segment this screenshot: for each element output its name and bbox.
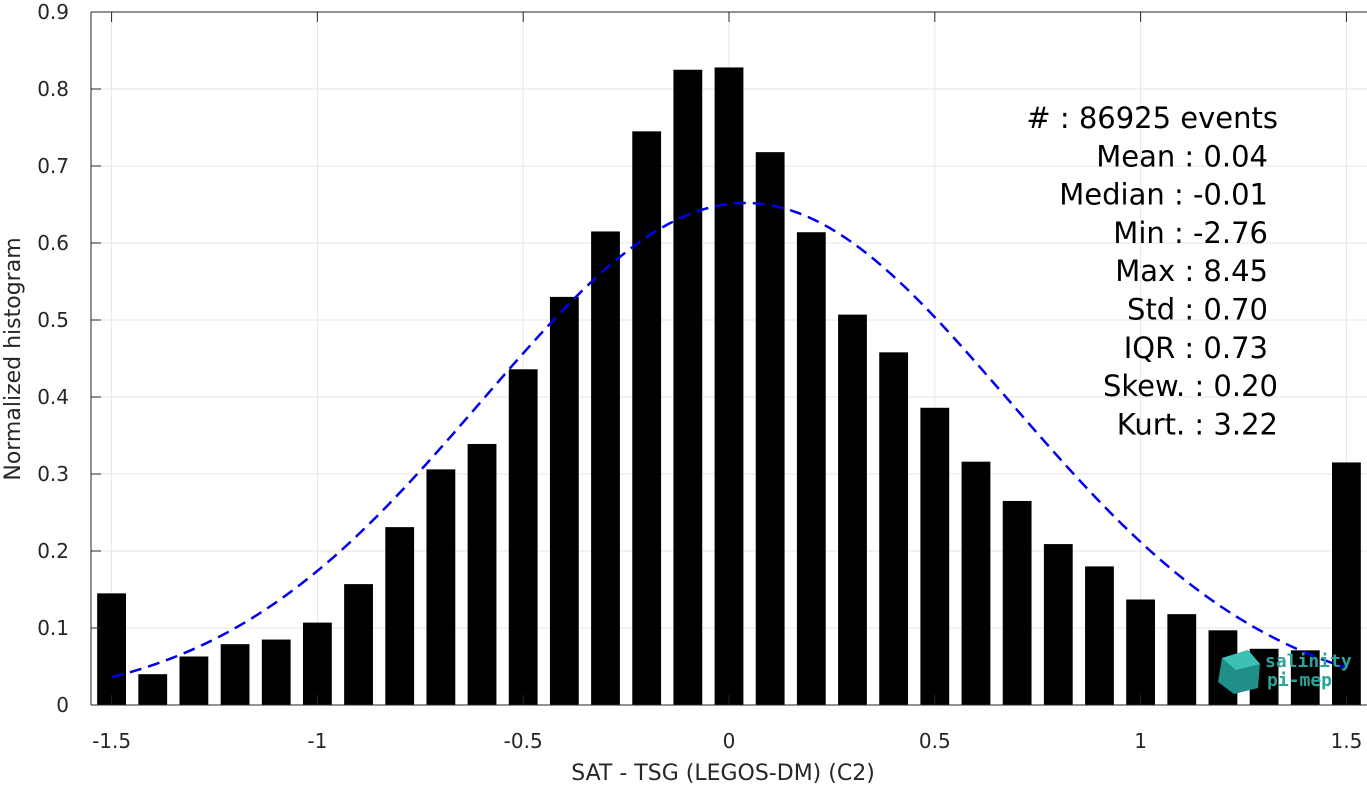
x-tick-labels: -1.5 -1 -0.5 0 0.5 1 1.5 (92, 729, 1362, 753)
stat-line: # : 86925 events (1026, 101, 1278, 135)
histogram-bar (1290, 650, 1320, 705)
histogram-bar (426, 469, 456, 705)
x-tick-label: -1.5 (92, 729, 131, 753)
histogram-bar (179, 656, 209, 705)
axes (90, 11, 1367, 706)
histogram-bar (344, 584, 373, 705)
x-tick-label: -0.5 (504, 729, 543, 753)
y-tick-label: 0.4 (37, 385, 69, 409)
histogram-bar (1043, 544, 1073, 705)
x-tick-label: 1 (1134, 729, 1147, 753)
histogram-bar (261, 639, 291, 705)
x-tick-label: 1.5 (1331, 729, 1363, 753)
y-tick-label: 0 (56, 693, 69, 717)
y-tick-label: 0.6 (37, 231, 69, 255)
histogram-bar (838, 314, 867, 705)
histogram-bar (591, 231, 620, 705)
histogram-bar (1126, 599, 1156, 705)
histogram-bar (879, 352, 909, 705)
histogram-bar (1332, 462, 1361, 705)
y-tick-label: 0.7 (37, 154, 69, 178)
stat-line: Max : 8.45 (1115, 254, 1268, 288)
histogram-bar (549, 296, 579, 705)
stat-line: Std : 0.70 (1127, 293, 1268, 327)
x-axis-label: SAT - TSG (LEGOS-DM) (C2) (571, 761, 875, 785)
x-tick-label: 0.5 (919, 729, 951, 753)
histogram-bar (673, 69, 703, 705)
histogram-bar (632, 131, 662, 706)
x-tick-label: -1 (307, 729, 327, 753)
histogram-bar (1002, 500, 1032, 705)
stat-line: Kurt. : 3.22 (1117, 407, 1278, 441)
stat-line: Median : -0.01 (1059, 178, 1268, 212)
y-tick-label: 0.9 (37, 0, 69, 24)
stat-line: Min : -2.76 (1113, 216, 1268, 250)
x-tick-label: 0 (723, 729, 736, 753)
histogram-bar (138, 674, 168, 705)
stat-line: IQR : 0.73 (1124, 331, 1268, 365)
histogram-bar (1085, 566, 1114, 705)
histogram-bar (920, 407, 950, 705)
histogram-bar (508, 369, 538, 705)
histogram-bar (467, 443, 497, 705)
stats-annotation: # : 86925 events Mean : 0.04 Median : -0.0… (1026, 101, 1278, 441)
histogram-bar (302, 622, 332, 705)
histogram-bar (714, 67, 744, 705)
y-tick-label: 0.1 (37, 616, 69, 640)
bars (97, 67, 1361, 706)
y-tick-label: 0.8 (37, 77, 69, 101)
histogram-bar (385, 527, 415, 705)
histogram-bar (1167, 614, 1197, 705)
stat-line: Skew. : 0.20 (1103, 369, 1278, 403)
histogram-bar (796, 232, 826, 705)
histogram-bar (220, 644, 250, 705)
y-tick-labels: 0 0.1 0.2 0.3 0.4 0.5 0.6 0.7 0.8 0.9 (37, 0, 69, 717)
logo-line2: pi-mep (1267, 670, 1332, 691)
logo-line1: salinity (1265, 651, 1352, 672)
salinity-pimep-logo: salinity pi-mep (1218, 650, 1352, 694)
y-axis-label: Normalized histogram (1, 237, 26, 480)
y-tick-label: 0.3 (37, 462, 69, 486)
histogram-bar (961, 461, 991, 705)
stat-line: Mean : 0.04 (1096, 139, 1268, 173)
y-tick-label: 0.5 (37, 308, 69, 332)
y-tick-label: 0.2 (37, 539, 69, 563)
histogram-bar (97, 593, 126, 705)
gaussian-fit-curve (111, 201, 1347, 679)
logo-cube-top-icon (1222, 650, 1260, 670)
histogram-bar (755, 152, 785, 705)
